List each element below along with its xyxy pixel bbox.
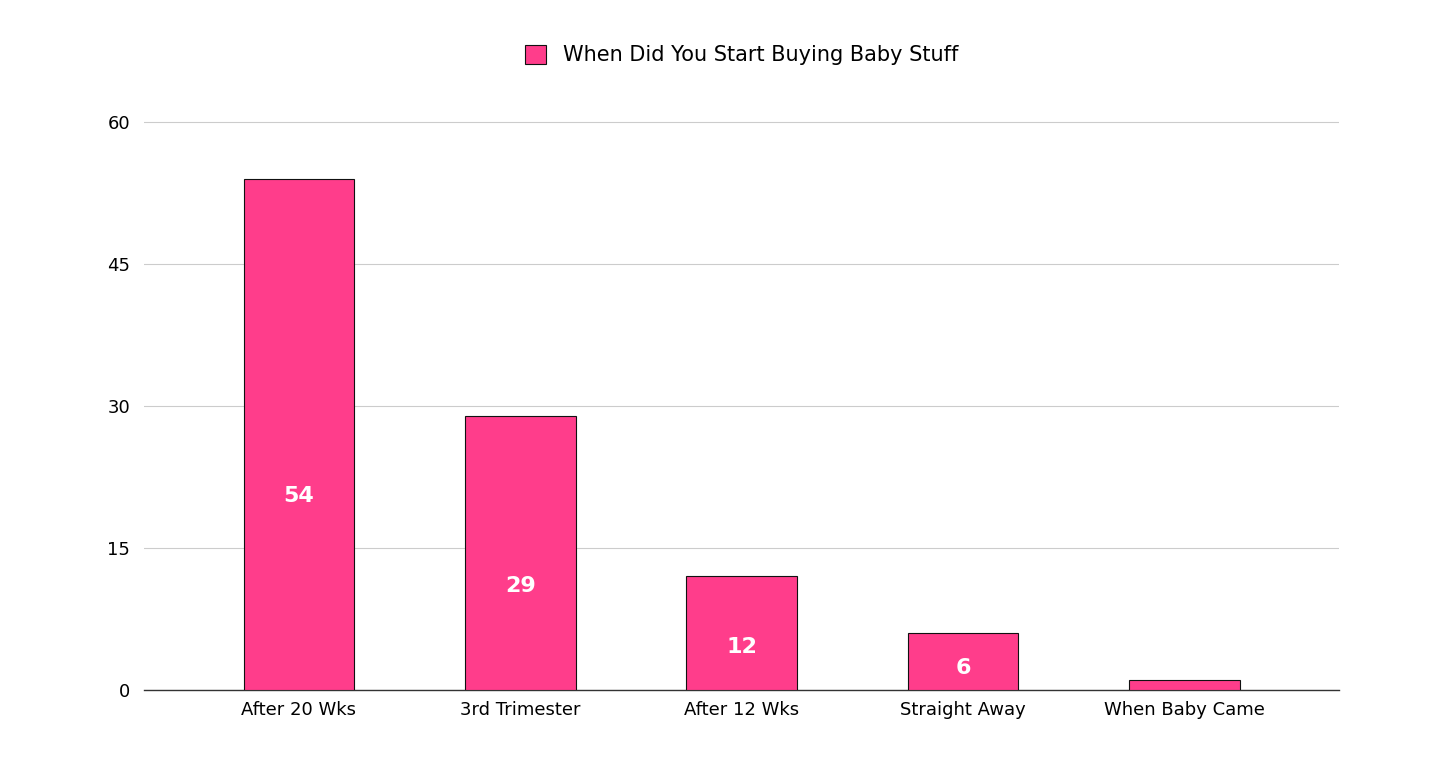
Bar: [243, 180, 354, 690]
Bar: [465, 416, 576, 690]
Bar: [1129, 681, 1240, 690]
Text: 12: 12: [726, 637, 757, 657]
Text: 29: 29: [505, 575, 536, 596]
Text: 6: 6: [955, 659, 971, 678]
Bar: [687, 576, 796, 690]
Text: 54: 54: [284, 486, 314, 506]
Bar: [907, 633, 1018, 690]
Legend: When Did You Start Buying Baby Stuff: When Did You Start Buying Baby Stuff: [526, 45, 958, 65]
